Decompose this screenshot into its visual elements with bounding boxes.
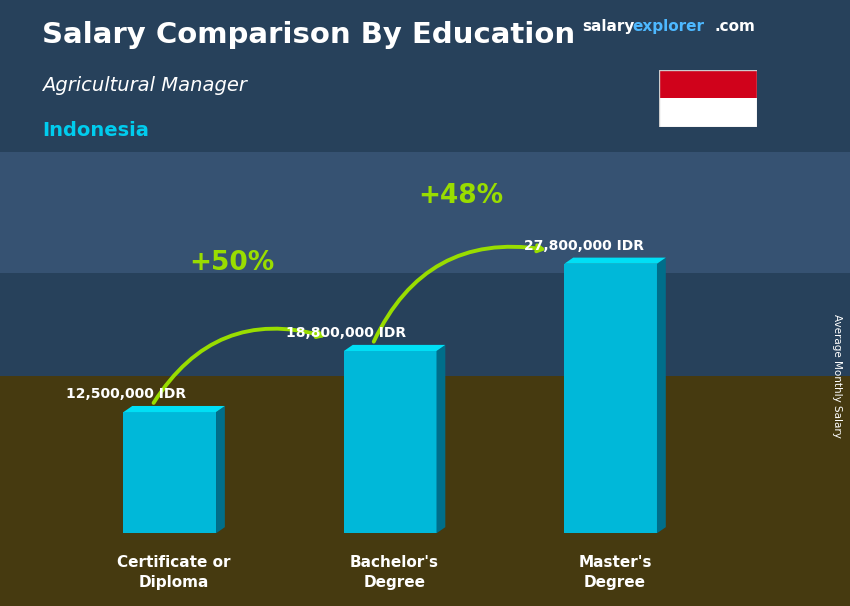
Bar [659, 70, 756, 98]
Text: 27,800,000 IDR: 27,800,000 IDR [524, 239, 644, 253]
Polygon shape [437, 345, 445, 533]
Text: +50%: +50% [189, 250, 274, 276]
Polygon shape [123, 412, 216, 533]
Polygon shape [657, 258, 666, 533]
Text: .com: .com [714, 19, 755, 35]
Text: salary: salary [582, 19, 635, 35]
Text: Master's
Degree: Master's Degree [578, 555, 652, 590]
Polygon shape [123, 406, 225, 412]
Text: Average Monthly Salary: Average Monthly Salary [832, 314, 842, 438]
Text: Bachelor's
Degree: Bachelor's Degree [350, 555, 439, 590]
Bar [0, 376, 850, 606]
Text: Agricultural Manager: Agricultural Manager [42, 76, 247, 95]
Text: 18,800,000 IDR: 18,800,000 IDR [286, 326, 406, 340]
Text: 12,500,000 IDR: 12,500,000 IDR [65, 387, 185, 401]
Polygon shape [564, 264, 657, 533]
Polygon shape [344, 345, 445, 351]
Bar [0, 152, 850, 273]
Text: +48%: +48% [418, 183, 503, 209]
Text: explorer: explorer [632, 19, 705, 35]
Text: Certificate or
Diploma: Certificate or Diploma [117, 555, 231, 590]
Polygon shape [216, 406, 225, 533]
Bar [659, 98, 756, 127]
Text: Indonesia: Indonesia [42, 121, 150, 140]
Bar [0, 0, 850, 376]
Text: Salary Comparison By Education: Salary Comparison By Education [42, 21, 575, 49]
Polygon shape [564, 258, 666, 264]
Polygon shape [344, 351, 437, 533]
